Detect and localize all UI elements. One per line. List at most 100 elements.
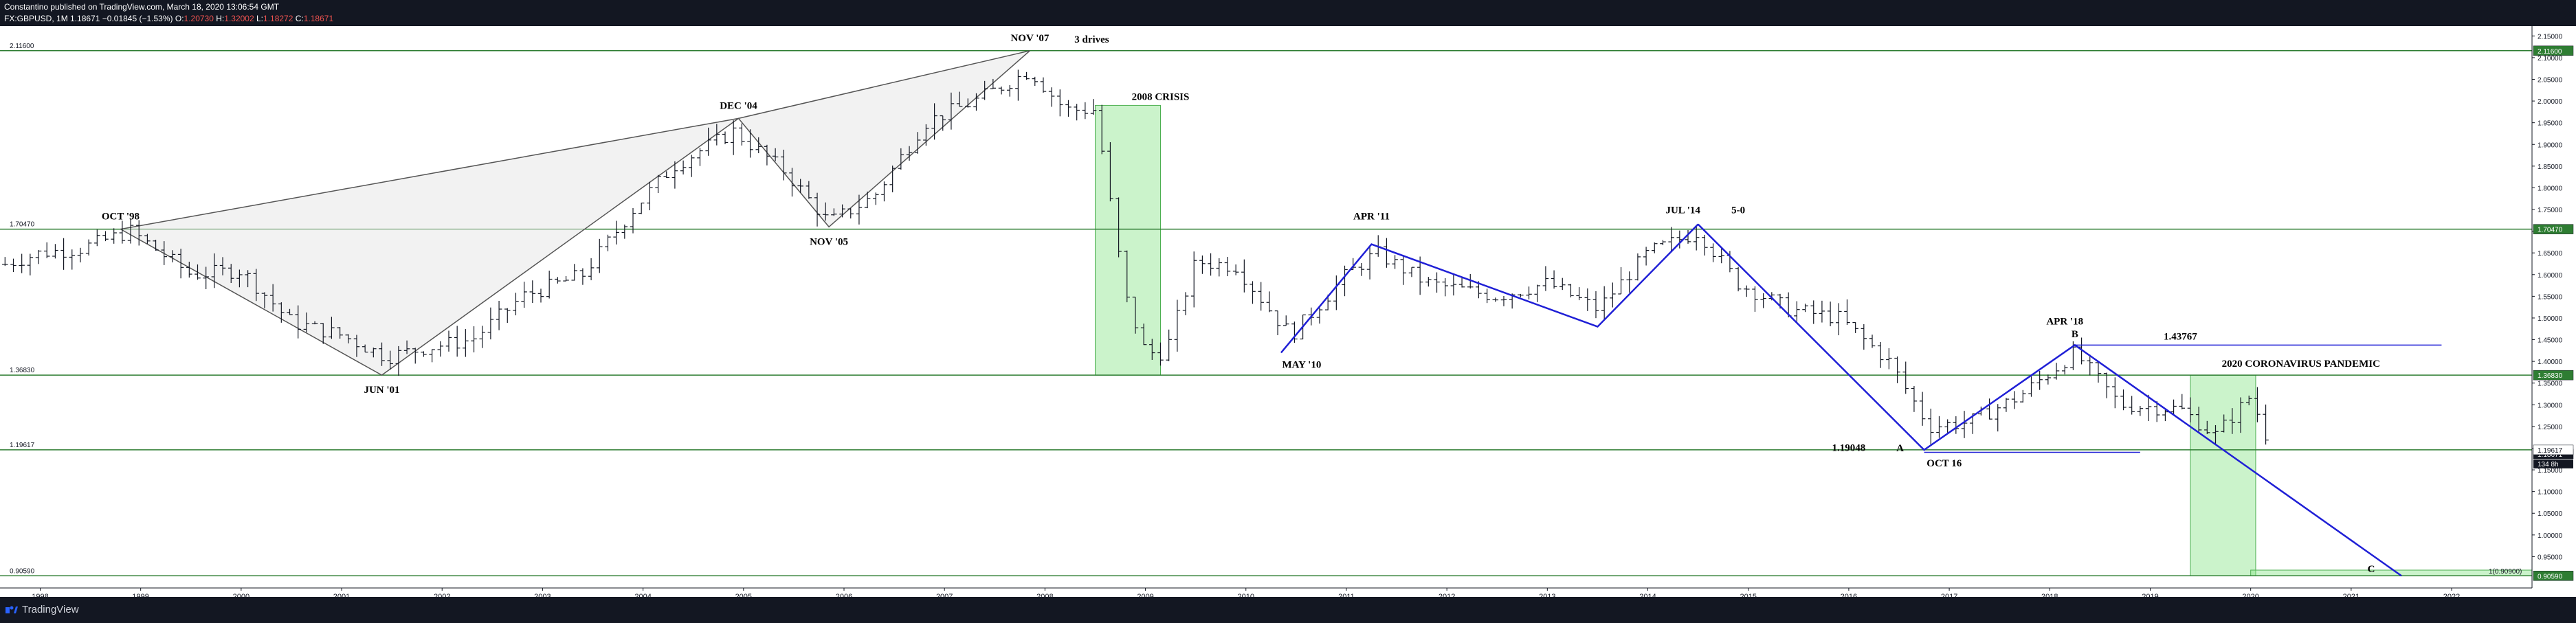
ohlc-bar-199 (1668, 227, 1674, 253)
ohlc-bar-31 (261, 292, 268, 308)
ohlc-bar-258 (2162, 409, 2168, 422)
ohlc-bar-80 (671, 161, 678, 189)
ohlc-bar-58 (487, 307, 494, 340)
ohlc-bar-38 (320, 323, 326, 344)
ohlc-bar-32 (269, 284, 276, 312)
harmonic-label-3: NOV '05 (810, 236, 848, 247)
highlight-zone-1 (2190, 374, 2256, 576)
ohlc-bar-218 (1827, 302, 1834, 326)
harmonic-link-2 (738, 50, 1030, 120)
price-tick-label-10: 1.65000 (2538, 250, 2563, 258)
open-label: O: (175, 14, 184, 23)
ohlc-bar-7 (60, 238, 67, 270)
ohlc-bar-175 (1467, 273, 1474, 288)
ohlc-bar-113 (948, 92, 955, 130)
pattern-line-0 (1280, 223, 1699, 354)
ohlc-bar-50 (421, 351, 427, 357)
ohlc-bar-233 (1953, 416, 1959, 434)
level-left-label-1: 1.70470 (10, 221, 35, 229)
ohlc-bar-30 (253, 269, 260, 302)
price-tick-label-3: 2.00000 (2538, 98, 2563, 106)
ohlc-bar-182 (1526, 286, 1532, 299)
ohlc-bar-131 (1098, 104, 1105, 155)
ohlc-bar-269 (2254, 387, 2261, 422)
ohlc-bar-34 (287, 308, 293, 315)
ohlc-bar-120 (1006, 84, 1013, 97)
ohlc-bar-68 (571, 264, 577, 281)
point-letter-b: B (2072, 329, 2078, 340)
ohlc-bar-190 (1592, 291, 1599, 319)
ohlc-bar-159 (1333, 275, 1340, 310)
ohlc-bar-261 (2187, 397, 2194, 422)
tradingview-brand[interactable]: TradingView (5, 604, 79, 615)
ohlc-bar-192 (1610, 282, 1616, 308)
ohlc-bar-249 (2087, 354, 2094, 376)
tradingview-logo-icon (5, 606, 18, 613)
ohlc-bar-237 (1986, 398, 1992, 420)
time-tick-label-9: 2007 (936, 593, 953, 597)
ohlc-bar-223 (1869, 335, 1876, 348)
ohlc-bar-74 (621, 224, 628, 239)
time-tick-label-2: 2000 (233, 593, 249, 597)
price-tick-label-8: 1.75000 (2538, 207, 2563, 214)
ohlc-bar-54 (454, 326, 460, 357)
ohlc-bar-20 (169, 250, 176, 262)
ohlc-bar-114 (956, 91, 963, 107)
low-label: L: (256, 14, 264, 23)
price-badge-1: 1.70470 (2538, 227, 2563, 234)
ohlc-bar-13 (111, 228, 117, 244)
time-tick-label-21: 2019 (2142, 593, 2158, 597)
ohlc-bar-250 (2095, 361, 2102, 383)
ohlc-bar-53 (445, 330, 452, 352)
change-value: −0.01845 (−1.53%) (102, 14, 173, 23)
ohlc-bar-220 (1844, 299, 1850, 326)
ohlc-bar-257 (2153, 401, 2160, 422)
ohlc-bar-106 (889, 166, 896, 192)
ohlc-bar-98 (822, 202, 829, 221)
ohlc-bar-83 (697, 148, 703, 166)
chart-footer: TradingView (0, 597, 2576, 623)
ohlc-bar-210 (1760, 293, 1766, 308)
price-badge-bg-1 (2533, 224, 2574, 234)
time-tick-label-7: 2005 (735, 593, 752, 597)
ohlc-bar-125 (1048, 87, 1055, 107)
ohlc-bar-263 (2204, 420, 2210, 435)
ohlc-bar-5 (43, 242, 50, 258)
price-tick-label-23: 1.00000 (2538, 532, 2563, 540)
time-tick-label-23: 2021 (2343, 593, 2360, 597)
ohlc-bar-25 (211, 253, 218, 288)
ohlc-bar-0 (2, 257, 8, 267)
ohlc-bar-222 (1861, 324, 1867, 350)
ohlc-bar-253 (2120, 389, 2127, 411)
ohlc-bar-63 (529, 280, 536, 304)
ohlc-bar-217 (1819, 300, 1825, 323)
ohlc-bar-143 (1199, 255, 1206, 274)
price-tick-label-2: 2.05000 (2538, 76, 2563, 84)
ohlc-bar-11 (94, 229, 100, 247)
time-tick-label-12: 2010 (1238, 593, 1254, 597)
ohlc-bar-231 (1936, 416, 1942, 438)
ohlc-bar-128 (1074, 104, 1080, 121)
ohlc-bar-28 (236, 269, 243, 288)
ohlc-bar-90 (755, 137, 762, 154)
ohlc-bar-97 (814, 192, 821, 227)
ohlc-bar-67 (563, 275, 569, 282)
ohlc-bar-109 (914, 132, 921, 154)
ohlc-bar-122 (1023, 71, 1030, 80)
price-chart[interactable]: 2.11600 1.70470 1.36830 1.19617 0.90590 OCT '… (0, 26, 2576, 597)
price-tick-label-18: 1.25000 (2538, 424, 2563, 431)
price-badge-2: 1.36830 (2538, 372, 2563, 380)
price-axis-bg (2532, 26, 2576, 597)
ohlc-bar-62 (521, 282, 527, 308)
ohlc-bar-17 (144, 234, 151, 245)
symbol-label[interactable]: FX:GBPUSD, 1M (4, 14, 68, 23)
ohlc-bar-178 (1492, 297, 1499, 302)
ohlc-bar-201 (1685, 229, 1691, 244)
ohlc-bar-141 (1182, 292, 1189, 315)
ohlc-bar-95 (797, 179, 803, 193)
ohlc-bar-82 (689, 155, 695, 177)
ohlc-bar-246 (2061, 365, 2068, 375)
ohlc-bar-267 (2237, 397, 2244, 433)
time-tick-label-5: 2003 (534, 593, 551, 597)
ohlc-bar-91 (764, 144, 770, 166)
